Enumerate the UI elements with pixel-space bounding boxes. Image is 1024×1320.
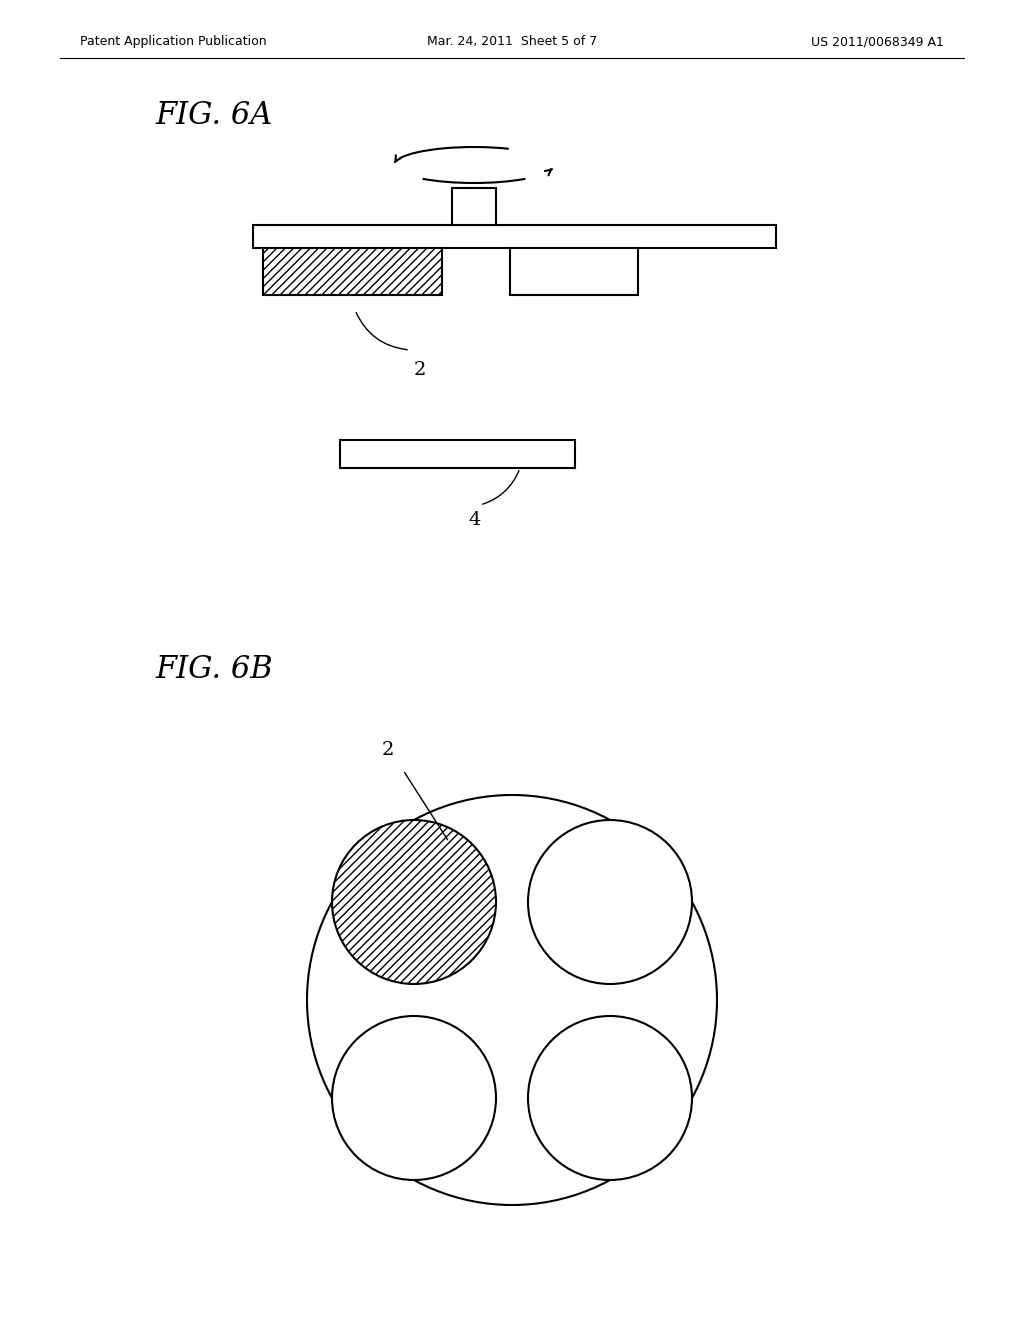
- Text: 4: 4: [469, 511, 481, 529]
- Text: 2: 2: [414, 360, 426, 379]
- Bar: [510, 248, 638, 294]
- Circle shape: [332, 1016, 496, 1180]
- Bar: [253, 224, 776, 248]
- Circle shape: [528, 1016, 692, 1180]
- Text: Patent Application Publication: Patent Application Publication: [80, 36, 266, 49]
- Bar: [452, 187, 496, 224]
- Bar: [340, 440, 575, 469]
- Text: Mar. 24, 2011  Sheet 5 of 7: Mar. 24, 2011 Sheet 5 of 7: [427, 36, 597, 49]
- Bar: [263, 248, 442, 294]
- Circle shape: [332, 820, 496, 983]
- Circle shape: [528, 820, 692, 983]
- Text: FIG. 6A: FIG. 6A: [155, 99, 272, 131]
- Text: US 2011/0068349 A1: US 2011/0068349 A1: [811, 36, 944, 49]
- Text: FIG. 6B: FIG. 6B: [155, 655, 272, 685]
- Text: 2: 2: [382, 741, 394, 759]
